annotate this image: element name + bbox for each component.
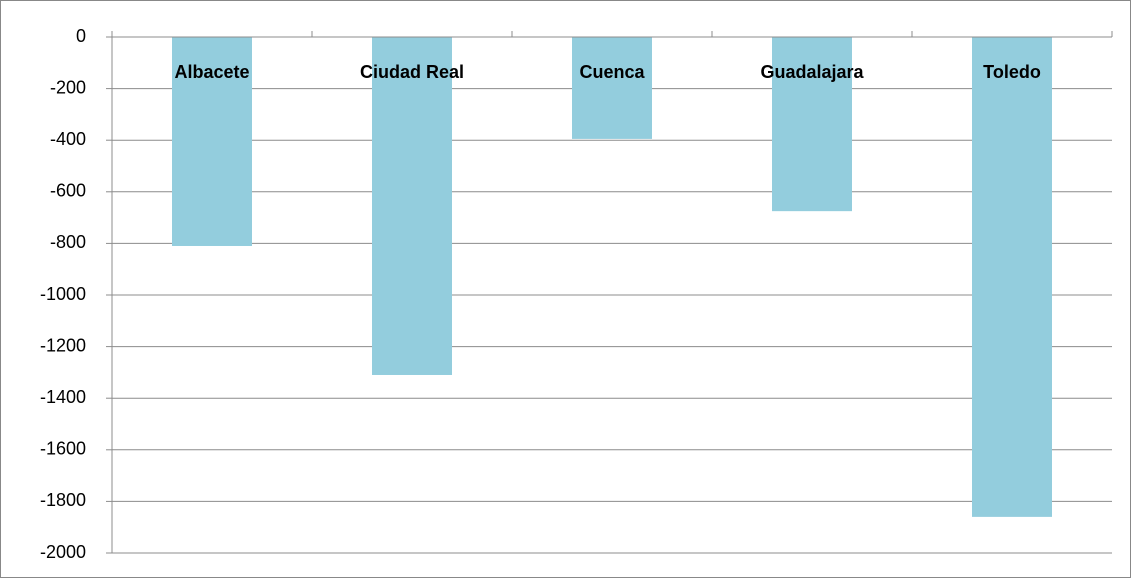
bar xyxy=(372,37,452,375)
y-tick-label: -1800 xyxy=(40,490,86,510)
x-tick-label: Toledo xyxy=(983,62,1041,82)
x-tick-label: Cuenca xyxy=(579,62,645,82)
bar xyxy=(572,37,652,139)
x-tick-label: Albacete xyxy=(174,62,249,82)
bar xyxy=(972,37,1052,517)
y-tick-label: -200 xyxy=(50,77,86,97)
y-tick-label: -1600 xyxy=(40,439,86,459)
y-tick-label: -800 xyxy=(50,232,86,252)
bar xyxy=(172,37,252,246)
x-tick-label: Ciudad Real xyxy=(360,62,464,82)
y-tick-label: -600 xyxy=(50,181,86,201)
y-tick-label: -1200 xyxy=(40,335,86,355)
x-tick-label: Guadalajara xyxy=(760,62,864,82)
y-tick-label: 0 xyxy=(76,26,86,46)
y-tick-label: -1400 xyxy=(40,387,86,407)
bar xyxy=(772,37,852,212)
y-tick-label: -2000 xyxy=(40,542,86,562)
y-tick-label: -1000 xyxy=(40,284,86,304)
y-tick-label: -400 xyxy=(50,129,86,149)
